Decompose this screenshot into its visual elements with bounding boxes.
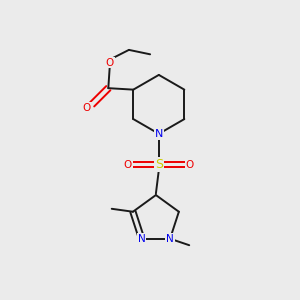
Text: O: O [106,58,114,68]
Text: O: O [83,103,91,113]
Text: N: N [138,234,146,244]
Text: N: N [154,129,163,139]
Text: O: O [124,160,132,170]
Text: S: S [155,158,163,171]
Text: O: O [186,160,194,170]
Text: N: N [166,234,174,244]
